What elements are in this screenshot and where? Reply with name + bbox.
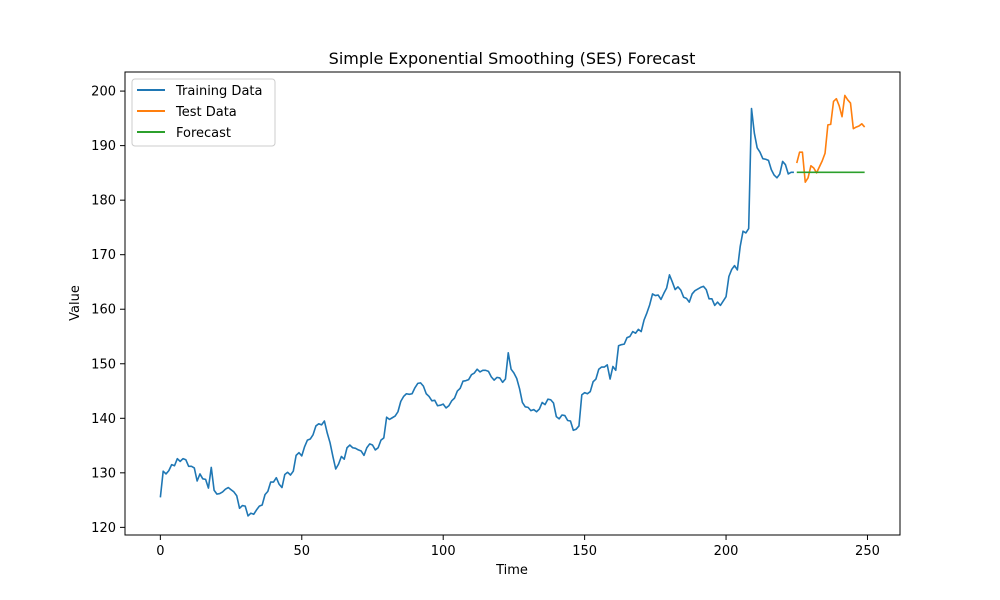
y-tick-label: 130 — [91, 466, 116, 481]
series-line-training-data — [159, 107, 794, 517]
plot-frame — [124, 71, 901, 536]
x-tick-label: 0 — [156, 544, 164, 559]
x-tick-label: 250 — [855, 544, 880, 559]
x-tick-label: 50 — [294, 544, 311, 559]
y-tick-label: 140 — [91, 412, 116, 427]
x-axis: 0 50 100 150 200 250 — [156, 535, 880, 559]
y-tick-label: 170 — [91, 248, 116, 263]
x-tick-label: 100 — [431, 544, 456, 559]
y-tick-label: 150 — [91, 357, 116, 372]
legend-label-test: Test Data — [175, 105, 237, 120]
y-axis: 120 130 140 150 160 170 180 190 200 — [91, 85, 125, 536]
y-tick-label: 180 — [91, 194, 116, 209]
y-axis-label: Value — [68, 285, 83, 321]
plot-area — [159, 94, 866, 517]
x-axis-label: Time — [495, 563, 528, 578]
series-line-test-data — [795, 94, 866, 183]
x-tick-label: 150 — [572, 544, 597, 559]
y-tick-label: 200 — [91, 85, 116, 100]
y-tick-label: 160 — [91, 303, 116, 318]
legend-label-training: Training Data — [175, 84, 262, 99]
legend-box — [131, 78, 276, 147]
x-tick-label: 200 — [714, 544, 739, 559]
y-tick-label: 120 — [91, 521, 116, 536]
y-tick-label: 190 — [91, 139, 116, 154]
legend-label-forecast: Forecast — [176, 126, 231, 141]
legend: Training Data Test Data Forecast — [131, 78, 276, 147]
chart-title: Simple Exponential Smoothing (SES) Forec… — [329, 49, 696, 68]
